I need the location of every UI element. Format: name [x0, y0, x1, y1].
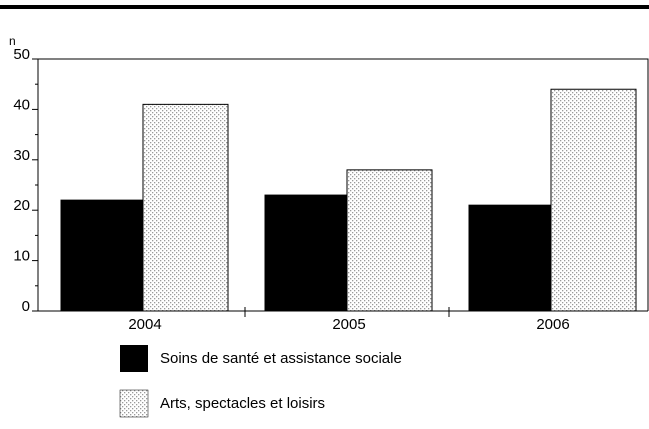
x-tick-label: 2004 [128, 316, 161, 333]
y-axis-label: n [9, 34, 16, 48]
y-tick-label: 50 [13, 46, 30, 63]
bar [346, 169, 433, 312]
y-tick-label: 30 [13, 147, 30, 164]
plot-frame [38, 58, 649, 311]
y-tick-label: 40 [13, 96, 30, 113]
bar [468, 204, 552, 312]
bar [550, 88, 637, 312]
y-tick-label: 10 [13, 248, 30, 265]
legend-label: Soins de santé et assistance sociale [160, 350, 402, 367]
legend-swatch [120, 345, 148, 372]
x-tick-label: 2005 [332, 316, 365, 333]
legend-label: Arts, spectacles et loisirs [160, 395, 325, 412]
y-tick-label: 0 [22, 298, 30, 315]
bar [142, 103, 229, 312]
legend-swatch [119, 389, 149, 418]
x-tick-label: 2006 [536, 316, 569, 333]
top-rule [0, 5, 649, 9]
bar [264, 194, 348, 312]
bar [60, 199, 144, 312]
y-tick-label: 20 [13, 197, 30, 214]
